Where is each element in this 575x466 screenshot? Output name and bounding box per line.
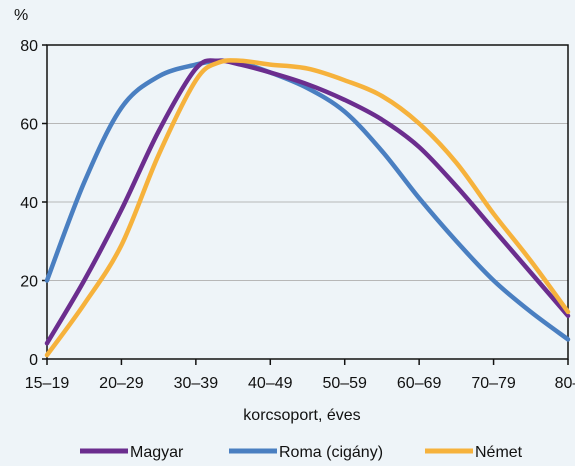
- y-axis-label: %: [14, 7, 28, 24]
- y-tick-label: 80: [20, 38, 38, 55]
- x-axis-label: korcsoport, éves: [243, 407, 360, 424]
- x-tick-label: 30–39: [174, 375, 219, 392]
- x-tick-label: 15–19: [25, 375, 70, 392]
- x-tick-label: 70–79: [471, 375, 516, 392]
- x-tick-label: 80–: [555, 375, 575, 392]
- y-tick-label: 0: [29, 352, 38, 369]
- y-tick-label: 40: [20, 195, 38, 212]
- y-tick-label: 60: [20, 117, 38, 134]
- series-line-magyar: [44, 58, 571, 346]
- legend-label-roma-cig-ny: Roma (cigány): [279, 444, 383, 461]
- y-tick-label: 20: [20, 274, 38, 291]
- x-tick-label: 40–49: [248, 375, 293, 392]
- legend-label-n-met: Német: [475, 444, 523, 461]
- x-tick-label: 50–59: [322, 375, 367, 392]
- x-tick-label: 20–29: [99, 375, 144, 392]
- legend-label-magyar: Magyar: [130, 444, 184, 461]
- x-tick-label: 60–69: [397, 375, 442, 392]
- series-line-n-met: [44, 58, 571, 358]
